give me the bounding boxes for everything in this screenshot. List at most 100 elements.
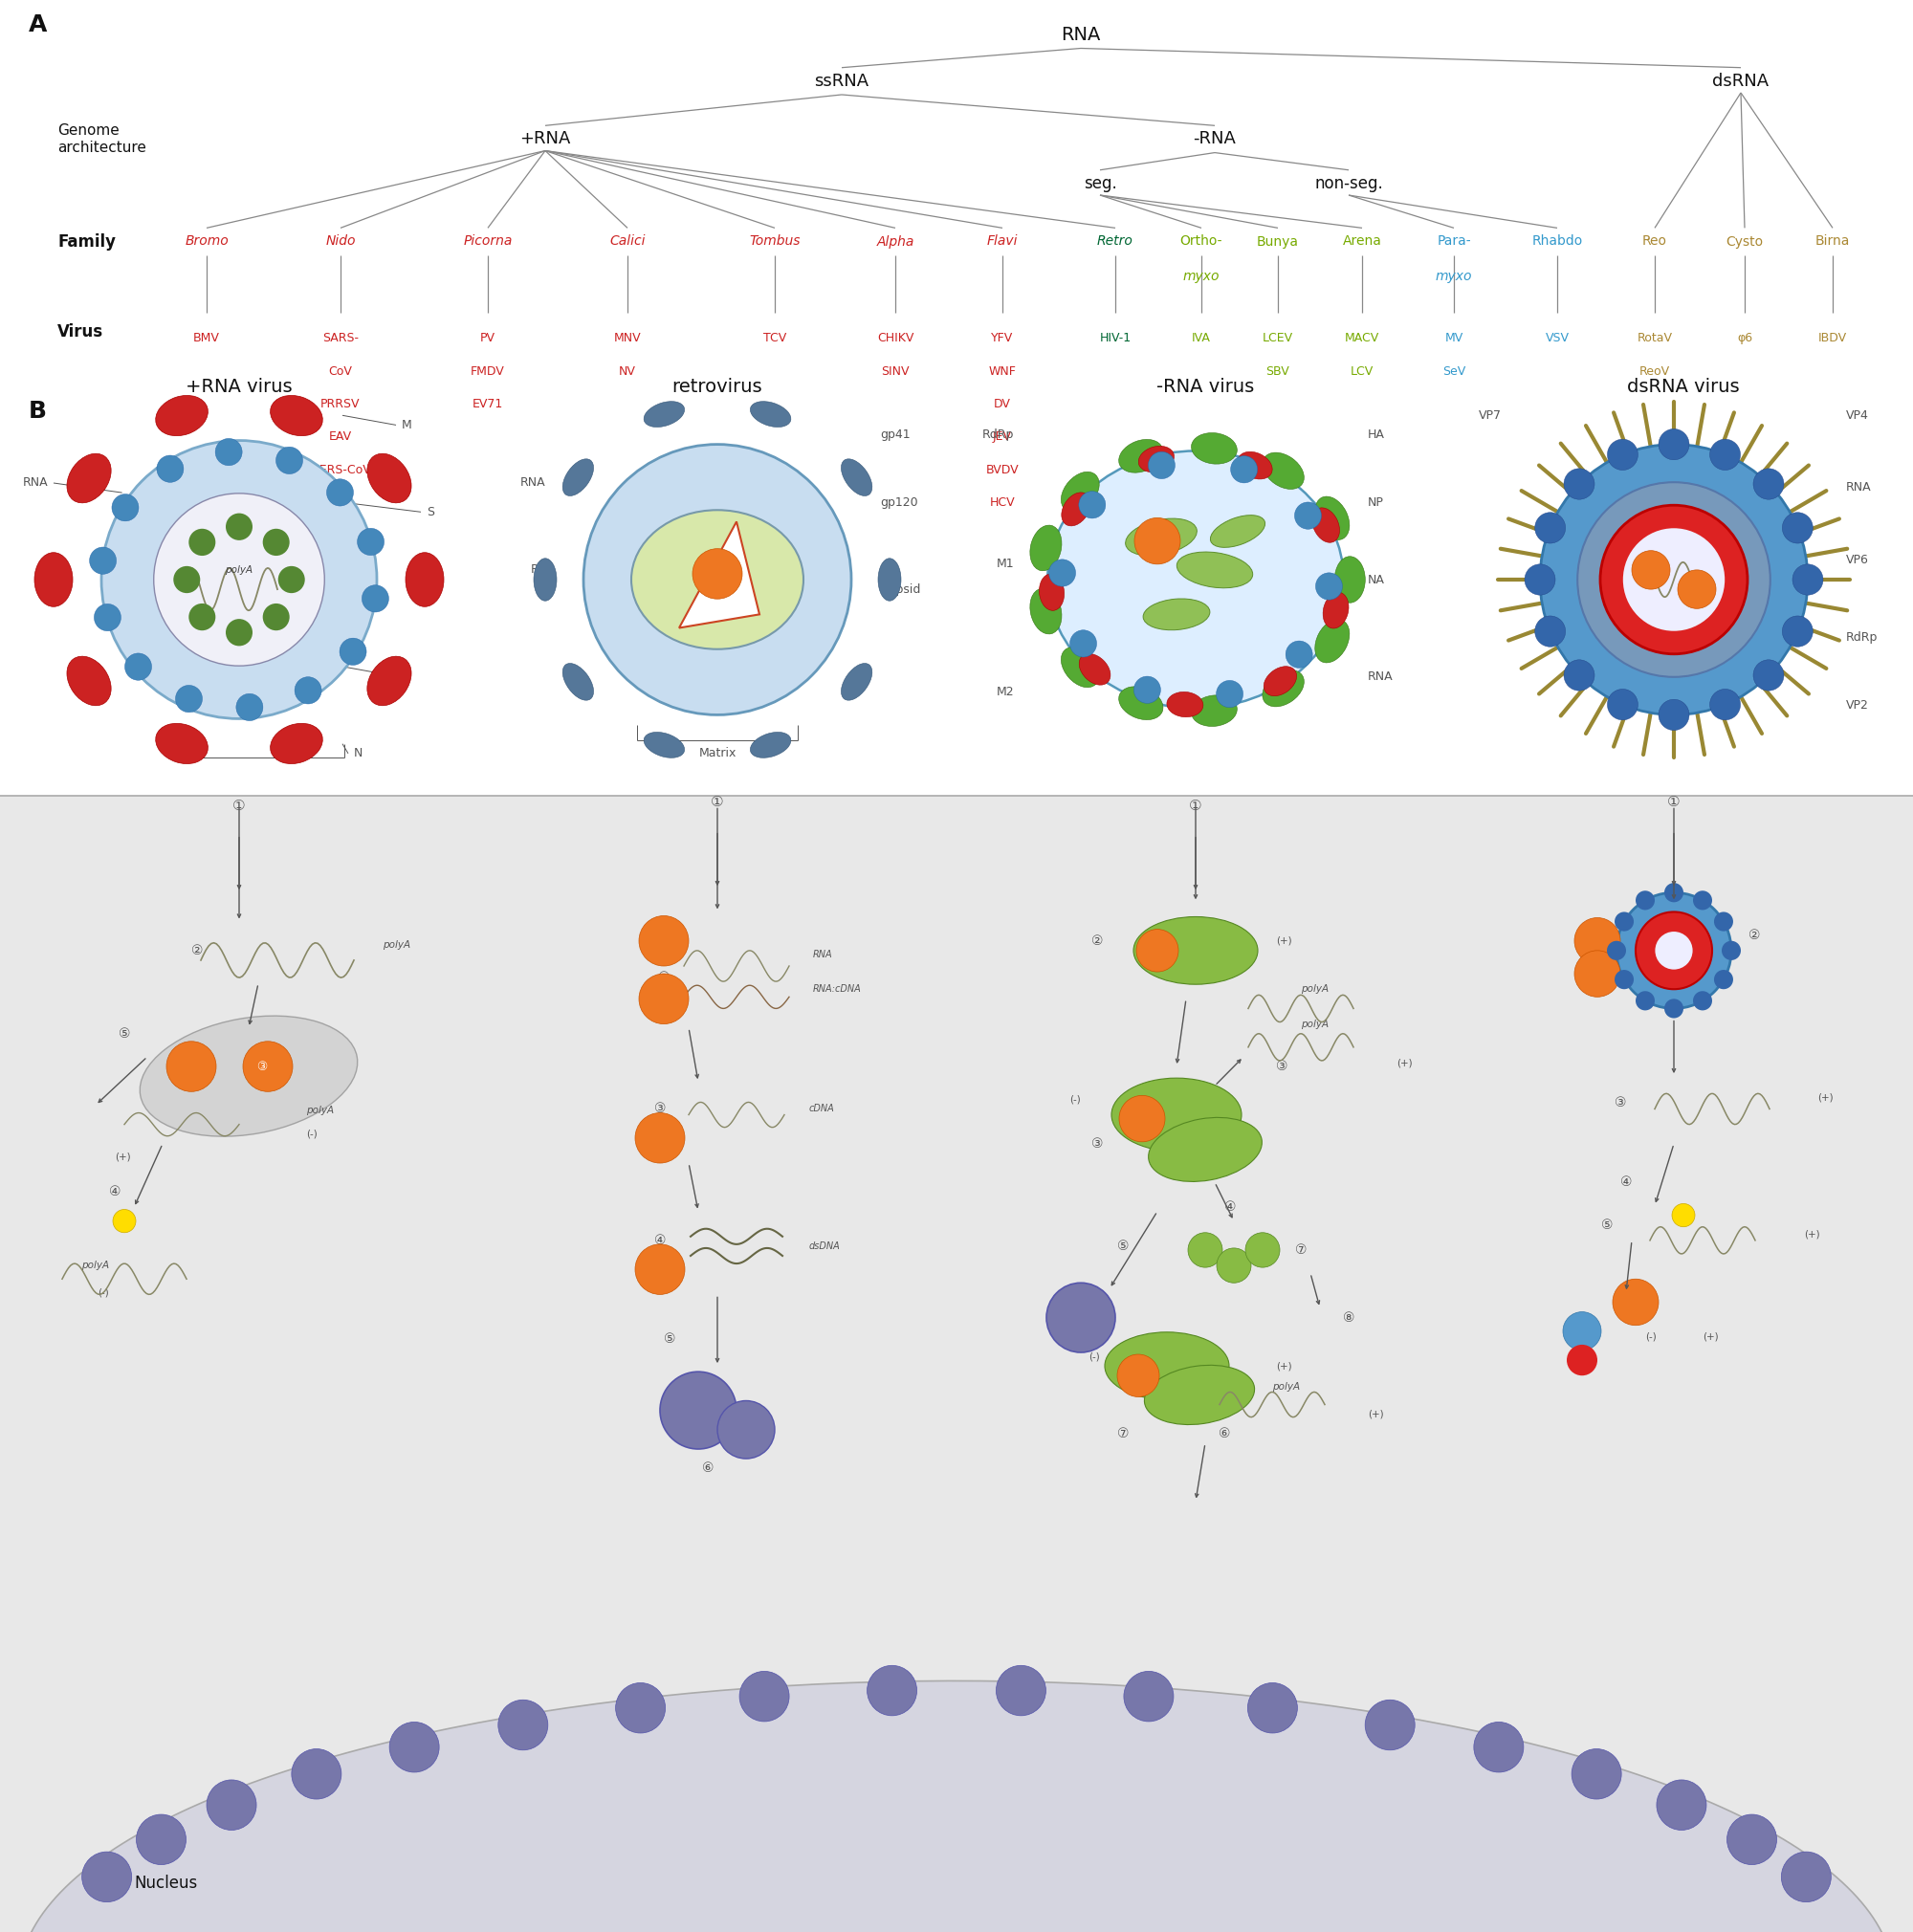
Ellipse shape [270,396,323,437]
Ellipse shape [1048,450,1343,709]
Text: ReoV: ReoV [1639,365,1670,377]
Text: PRRSV: PRRSV [321,398,360,410]
Circle shape [583,444,851,715]
Text: +RNA: +RNA [520,131,570,147]
Text: RNA: RNA [520,477,545,489]
Text: ③: ③ [1276,1061,1287,1072]
Ellipse shape [1192,696,1238,726]
Circle shape [111,495,138,522]
Ellipse shape [1144,599,1209,630]
Text: LCEV: LCEV [1263,332,1293,344]
Text: ②: ② [191,945,203,956]
Text: YFV: YFV [991,332,1014,344]
Text: B: B [29,400,46,423]
Text: RT: RT [530,564,545,576]
Circle shape [639,974,689,1024]
Text: +RNA virus: +RNA virus [186,377,293,396]
Text: ①: ① [712,794,723,810]
Text: RdRp: RdRp [1846,632,1879,643]
Text: HA: HA [1368,429,1385,440]
Circle shape [1473,1721,1523,1772]
Ellipse shape [34,553,73,607]
Text: MERS-CoV: MERS-CoV [310,464,371,475]
Circle shape [226,514,253,541]
Text: Retro: Retro [1098,236,1132,247]
Circle shape [693,549,742,599]
Circle shape [94,605,121,632]
Ellipse shape [1062,647,1100,688]
Circle shape [189,603,216,630]
Text: NV: NV [620,365,635,377]
Text: BMV: BMV [193,332,220,344]
Text: IBDV: IBDV [1817,332,1848,344]
Text: Bunya: Bunya [1257,236,1299,247]
Circle shape [341,638,367,665]
Text: (+): (+) [1396,1059,1412,1066]
Circle shape [1636,991,1655,1010]
Circle shape [1079,491,1106,518]
Text: LCV: LCV [1351,365,1374,377]
Text: Nucleus: Nucleus [134,1876,197,1891]
Text: ②: ② [658,972,670,983]
Circle shape [1636,912,1712,989]
Circle shape [1710,439,1741,469]
Text: CHIKV: CHIKV [876,332,914,344]
Ellipse shape [1138,446,1175,471]
Text: TCV: TCV [763,332,786,344]
Circle shape [1217,1248,1251,1283]
Ellipse shape [1144,1366,1255,1424]
Text: ③: ③ [1092,1138,1104,1150]
Text: SBV: SBV [1266,365,1289,377]
Circle shape [1366,1700,1416,1750]
Ellipse shape [1125,518,1198,556]
Text: (-): (-) [306,1130,318,1138]
Text: HCV: HCV [989,497,1016,508]
Ellipse shape [878,558,901,601]
Ellipse shape [1263,670,1305,707]
Ellipse shape [842,663,872,699]
Text: VSV: VSV [1546,332,1569,344]
Text: S: S [427,506,434,518]
Circle shape [275,446,302,473]
Circle shape [1563,1312,1601,1350]
Ellipse shape [1264,667,1297,696]
Circle shape [1245,1233,1280,1267]
Text: ①: ① [1668,794,1680,810]
Circle shape [1295,502,1322,529]
Ellipse shape [1029,526,1062,570]
Ellipse shape [1312,508,1339,543]
Text: WNF: WNF [989,365,1016,377]
Circle shape [1607,439,1638,469]
Text: NP: NP [1368,497,1383,508]
Text: ⑥: ⑥ [1219,1428,1230,1439]
Circle shape [1230,456,1257,483]
Circle shape [262,603,289,630]
Text: ⑥: ⑥ [702,1463,714,1474]
Circle shape [1046,1283,1115,1352]
Text: polyA: polyA [226,566,253,574]
Text: ⑧: ⑧ [1343,1312,1354,1323]
Circle shape [82,1851,132,1901]
Text: ①: ① [233,798,245,813]
Text: EV71: EV71 [473,398,503,410]
Circle shape [1693,991,1712,1010]
Ellipse shape [155,723,209,763]
Text: MV: MV [1444,332,1463,344]
Text: ④: ④ [654,1235,666,1246]
Circle shape [1783,512,1814,543]
Circle shape [1752,659,1783,690]
Text: M1: M1 [997,558,1014,570]
Text: myxo: myxo [1435,270,1473,282]
Text: ⑦: ⑦ [1117,1428,1129,1439]
Text: Alpha: Alpha [876,236,914,247]
Circle shape [1607,941,1626,960]
Text: SINV: SINV [882,365,909,377]
Ellipse shape [631,510,803,649]
Text: Nido: Nido [325,236,356,247]
Circle shape [1678,570,1716,609]
Circle shape [1578,483,1770,676]
Circle shape [1615,970,1634,989]
Text: Matrix: Matrix [698,748,737,759]
Circle shape [1783,616,1814,647]
Text: FMDV: FMDV [471,365,505,377]
